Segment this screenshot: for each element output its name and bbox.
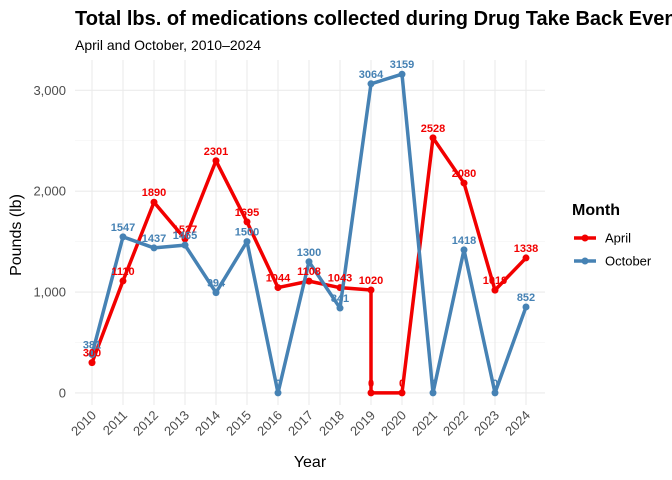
legend-key-point [581,257,589,265]
x-axis-title: Year [294,454,327,471]
data-label: 2080 [452,168,476,180]
data-point [119,277,127,285]
data-label: 300 [83,348,101,360]
x-tick-label: 2012 [130,408,161,439]
legend-key-point [581,234,589,242]
data-label: 841 [331,293,349,305]
data-point [119,233,127,241]
data-label: 1500 [235,227,259,239]
data-point [88,350,96,358]
legend-label: October [605,254,652,269]
series-october [88,70,530,397]
data-label: 0 [492,378,498,390]
data-point [274,284,282,292]
data-label: 1890 [142,187,166,199]
legend-item-april: April [574,231,631,246]
data-label: 994 [207,278,226,290]
x-tick-label: 2021 [409,408,440,439]
x-tick-label: 2015 [223,408,254,439]
data-label: 3064 [359,69,384,81]
data-point [243,218,251,226]
data-point [398,70,406,78]
legend-item-october: October [574,254,652,269]
data-point [274,389,282,397]
chart-subtitle: April and October, 2010–2024 [75,37,261,53]
data-point [305,277,313,285]
data-point [150,198,158,206]
data-label: 1110 [111,266,134,278]
data-point [491,286,499,294]
legend: Month April October [572,202,652,269]
x-tick-label: 2011 [100,408,130,438]
data-label: 2301 [204,146,228,158]
data-label: 1695 [235,207,259,219]
data-point [429,389,437,397]
data-point [367,286,375,294]
data-label: 1044 [266,273,291,285]
data-labels: 300 1110 1890 1527 2301 1695 1044 1108 1043 1020 0… [83,59,538,390]
x-tick-label: 2013 [161,408,192,439]
data-point [150,244,158,252]
y-axis-title: Pounds (lb) [8,194,25,276]
data-point [367,389,375,397]
x-axis-ticks: 2010 2011 2012 2013 2014 2015 2016 2017 2018 2019… [68,408,533,439]
y-tick-label: 3,000 [33,83,66,98]
x-tick-label: 2019 [347,408,378,439]
y-tick-label: 2,000 [33,184,66,199]
x-tick-label: 2020 [378,408,409,439]
data-point [522,254,530,262]
data-label: 1437 [142,233,166,245]
x-tick-label: 2022 [440,408,471,439]
y-tick-label: 0 [59,385,66,400]
x-tick-label: 2024 [502,408,533,439]
data-point [336,304,344,312]
data-label: 381 [83,339,101,351]
x-tick-label: 2010 [68,408,99,439]
data-label: 1019 [483,275,507,287]
x-tick-label: 2023 [471,408,502,439]
data-label: 1020 [359,275,383,287]
data-label: 1527 [173,224,197,236]
legend-label: April [605,231,631,246]
data-label: 0 [399,378,405,390]
data-point [305,258,313,266]
data-label: 0 [430,378,436,390]
data-label: 852 [517,292,535,304]
data-point [491,389,499,397]
data-point [243,238,251,246]
data-label: 1300 [297,247,321,259]
data-label: 1108 [297,266,321,278]
data-label: 0 [368,378,374,390]
y-tick-label: 1,000 [33,285,66,300]
data-point [429,134,437,142]
data-point [181,235,189,243]
data-point [398,389,406,397]
data-label: 2528 [421,123,445,135]
data-point [522,303,530,311]
data-label: 1465 [173,230,197,242]
data-point [212,289,220,297]
grid [75,60,545,405]
x-tick-label: 2016 [254,408,285,439]
data-label: 0 [275,378,281,390]
x-tick-label: 2017 [285,408,316,439]
y-axis-ticks: 0 1,000 2,000 3,000 [33,83,66,401]
data-label: 1418 [452,235,476,247]
series-layer [88,70,530,397]
data-label: 1338 [514,243,538,255]
data-point [212,157,220,165]
data-point [460,179,468,187]
data-point [460,246,468,254]
chart-title: Total lbs. of medications collected duri… [75,8,672,30]
x-tick-label: 2018 [316,408,347,439]
legend-title: Month [572,202,620,219]
data-point [88,359,96,367]
data-label: 3159 [390,59,414,71]
data-label: 1547 [111,222,135,234]
data-point [367,80,375,88]
data-point [181,241,189,249]
x-tick-label: 2014 [192,408,223,439]
data-label: 1043 [328,273,352,285]
